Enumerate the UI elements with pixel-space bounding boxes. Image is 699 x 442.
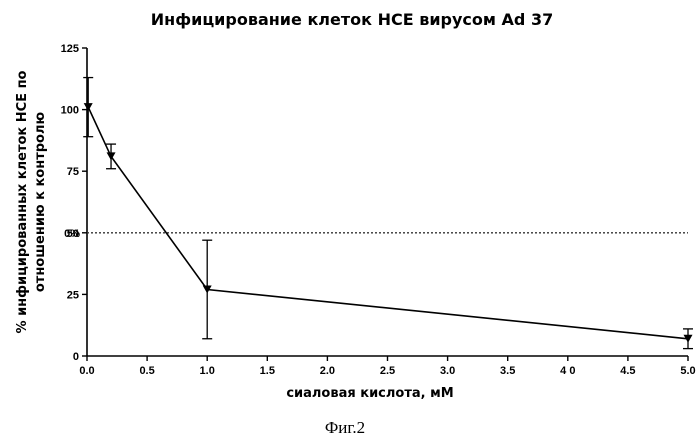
y-tick-label: 25	[67, 289, 79, 301]
x-tick-label: 4.5	[620, 365, 635, 377]
x-tick-label: 1.5	[260, 365, 275, 377]
figure-caption: Фиг.2	[325, 418, 365, 437]
y-tick-label: 75	[67, 166, 79, 178]
x-tick-label: 3.5	[500, 365, 515, 377]
x-tick-label: 0.0	[79, 365, 94, 377]
series-line-path	[88, 107, 688, 339]
x-tick-label: 1.0	[200, 365, 215, 377]
data-points	[84, 103, 693, 343]
y-tick-labels: 0 25 50 75 100 125	[61, 43, 79, 363]
x-tick-label: 3.0	[440, 365, 455, 377]
x-tick-label: 2.0	[320, 365, 335, 377]
reference-line-group: 0%	[64, 228, 688, 240]
x-tick-label: 4 0	[560, 365, 575, 377]
y-tick-label: 50	[67, 228, 79, 240]
chart-title: Инфицирование клеток HCE вирусом Ad 37	[151, 10, 553, 29]
x-tick-labels: 0.0 0.5 1.0 1.5 2.0 2.5 3.0 3.5 4 0 4.5 5.0	[79, 365, 695, 377]
x-tick-label: 2.5	[380, 365, 395, 377]
data-point-marker	[107, 152, 116, 160]
y-axis-label: % инфицированных клеток HCE по отношению…	[15, 70, 48, 333]
series-line	[88, 107, 688, 339]
x-tick-label: 0.5	[139, 365, 154, 377]
y-tick-label: 0	[73, 351, 79, 363]
x-axis-label: сиаловая кислота, мМ	[286, 386, 453, 401]
y-axis-label-line-2: отношению к контролю	[33, 112, 48, 293]
y-tick-label: 100	[61, 105, 79, 117]
y-axis-label-line-1: % инфицированных клеток HCE по	[15, 70, 30, 333]
y-tick-label: 125	[61, 43, 79, 55]
x-tick-label: 5.0	[680, 365, 695, 377]
axes	[82, 48, 688, 361]
